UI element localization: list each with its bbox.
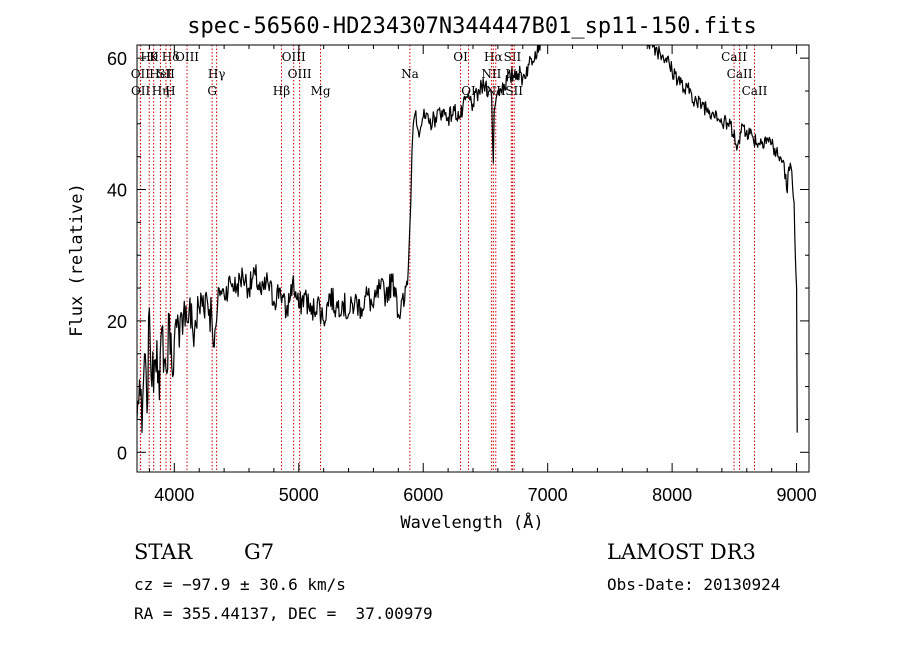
line-marker-label: NII bbox=[481, 67, 501, 81]
survey-label: LAMOST DR3 bbox=[607, 540, 756, 564]
line-marker-label: H bbox=[165, 84, 175, 98]
line-marker-label: OI bbox=[461, 84, 476, 98]
line-marker-label: Na bbox=[401, 67, 419, 81]
line-marker-label: K bbox=[149, 50, 159, 64]
line-marker-label: OIII bbox=[175, 50, 199, 64]
velocity-label: cz = −97.9 ± 30.6 km/s bbox=[134, 575, 346, 594]
line-marker-label: G bbox=[207, 84, 217, 98]
spectrum-line bbox=[137, 45, 798, 434]
y-axis-label: Flux (relative) bbox=[67, 183, 87, 337]
x-tick-label: 7000 bbox=[528, 485, 568, 505]
x-tick-label: 9000 bbox=[777, 485, 817, 505]
x-tick-label: 8000 bbox=[652, 485, 692, 505]
line-marker-label: Hγ bbox=[208, 67, 226, 81]
line-marker-label: OIII bbox=[282, 50, 306, 64]
x-axis-label: Wavelength (Å) bbox=[400, 511, 543, 533]
line-marker-label: Mg bbox=[311, 84, 331, 98]
axes-layer: 4000 5000 6000 7000 8000 9000 0 20 40 60 bbox=[107, 45, 817, 505]
y-tick-label: 0 bbox=[117, 443, 127, 463]
x-tick-label: 4000 bbox=[154, 485, 194, 505]
line-marker-label: CaII bbox=[742, 84, 768, 98]
line-marker-label: SII bbox=[504, 50, 522, 64]
object-type: STAR bbox=[134, 540, 193, 564]
y-tick-label: 60 bbox=[107, 49, 127, 69]
coords-label: RA = 355.44137, DEC = 37.00979 bbox=[134, 604, 433, 623]
spectral-subclass: G7 bbox=[244, 540, 275, 564]
line-marker-label: Hα bbox=[484, 50, 503, 64]
obs-date-label: Obs-Date: 20130924 bbox=[607, 575, 781, 594]
y-tick-label: 20 bbox=[107, 312, 127, 332]
y-tick-label: 40 bbox=[107, 181, 127, 201]
line-marker-label: OIII bbox=[288, 67, 312, 81]
x-tick-label: 5000 bbox=[279, 485, 319, 505]
line-marker-label: SII bbox=[505, 84, 523, 98]
chart-title: spec-56560-HD234307N344447B01_sp11-150.f… bbox=[187, 14, 757, 39]
line-marker-label: CaII bbox=[727, 67, 753, 81]
line-marker-label: Hβ bbox=[273, 84, 290, 98]
line-marker-label: Hη bbox=[152, 84, 170, 98]
line-marker-label: OI bbox=[453, 50, 468, 64]
line-marker-label: SII bbox=[157, 67, 175, 81]
series-layer bbox=[137, 45, 798, 434]
line-marker-label: CaII bbox=[721, 50, 747, 64]
x-tick-label: 6000 bbox=[403, 485, 443, 505]
